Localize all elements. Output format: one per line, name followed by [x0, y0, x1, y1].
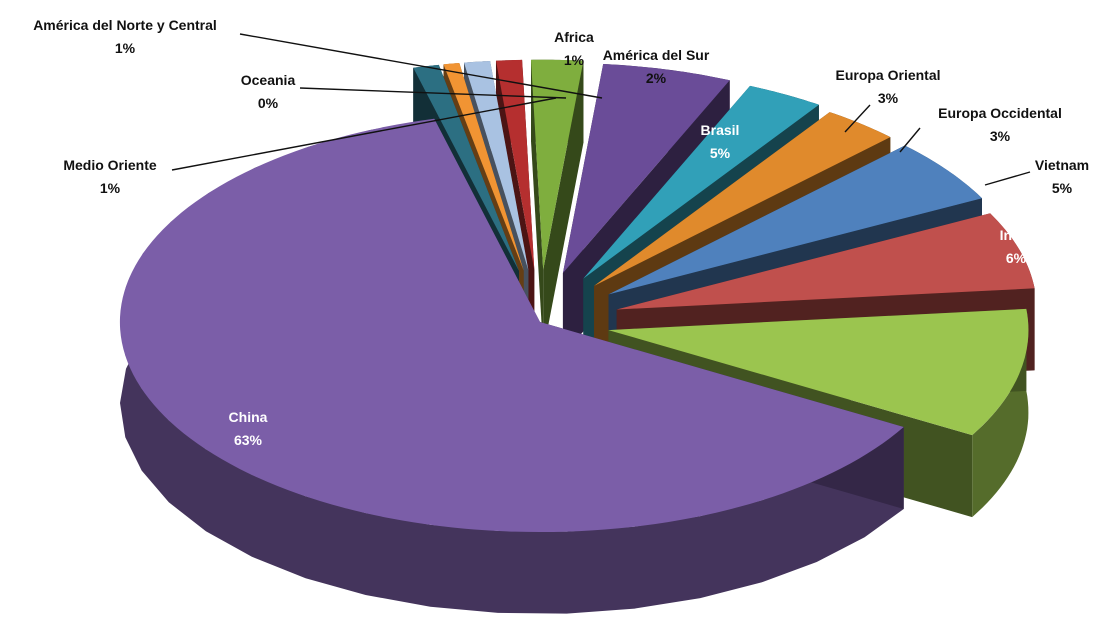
leader-line-europa-occidental [899, 127, 921, 153]
slice-label-india: India [1000, 227, 1033, 243]
slice-labels: China 63% Asia 10% India 6% Vietnam 5% Europa Oc… [33, 17, 1089, 448]
slice-china [119, 118, 904, 614]
slice-edge-am-rica-del-sur [543, 60, 584, 352]
slice-value-am-rica-del-norte-y-central: 1% [115, 40, 136, 56]
slice-label-europa-occidental: Europa Occidental [938, 105, 1062, 121]
leader-line-am-rica-del-norte-y-central [239, 33, 603, 99]
leader-line-oceania [299, 87, 567, 99]
slice-side-asia [972, 308, 1029, 518]
leader-line-europa-oriental [844, 104, 871, 133]
leader-line-medio-oriente [171, 97, 557, 171]
slice-top-india [616, 213, 1035, 310]
slice-value-africa: 1% [564, 52, 585, 68]
leader-line-vietnam [984, 171, 1031, 186]
slice-label-europa-oriental: Europa Oriental [835, 67, 940, 83]
slice-value-medio-oriente: 1% [100, 180, 121, 196]
slice-label-brasil: Brasil [701, 122, 740, 138]
slice-value-asia: 10% [1043, 350, 1072, 366]
slice-label-vietnam: Vietnam [1035, 157, 1089, 173]
leader-lines [171, 33, 1031, 186]
slice-label-am-rica-del-norte-y-central: América del Norte y Central [33, 17, 217, 33]
slice-value-vietnam: 5% [1052, 180, 1073, 196]
slice-value-am-rica-del-sur: 2% [646, 70, 667, 86]
slice-label-medio-oriente: Medio Oriente [63, 157, 157, 173]
slice-label-asia: Asia [1042, 327, 1072, 343]
slice-value-brasil: 5% [710, 145, 731, 161]
slice-top-am-rica-del-sur [531, 59, 584, 270]
slice-label-am-rica-del-sur: América del Sur [603, 47, 710, 63]
slice-top-europa-oriental [583, 85, 819, 279]
slice-top-brasil [562, 64, 730, 273]
slice-value-europa-oriental: 3% [878, 90, 899, 106]
slice-value-oceania: 0% [258, 95, 279, 111]
slice-top-vietnam [608, 145, 982, 295]
slice-value-europa-occidental: 3% [990, 128, 1011, 144]
slice-top-africa [496, 59, 535, 270]
pie-slices [119, 59, 1035, 614]
slice-label-africa: Africa [554, 29, 594, 45]
slice-edge-am-rica-del-sur [531, 59, 544, 352]
slice-value-india: 6% [1006, 250, 1027, 266]
slice-top-asia [608, 308, 1029, 436]
slice-value-china: 63% [234, 432, 263, 448]
slice-top-medio-oriente [413, 64, 519, 272]
slice-label-oceania: Oceania [241, 72, 296, 88]
slice-label-china: China [229, 409, 268, 425]
slice-top-china [119, 118, 904, 533]
slice-top-europa-occidental [594, 112, 891, 286]
slice-top-am-rica-del-norte-y-central [464, 61, 529, 271]
slice-am-rica-del-sur [531, 59, 584, 352]
